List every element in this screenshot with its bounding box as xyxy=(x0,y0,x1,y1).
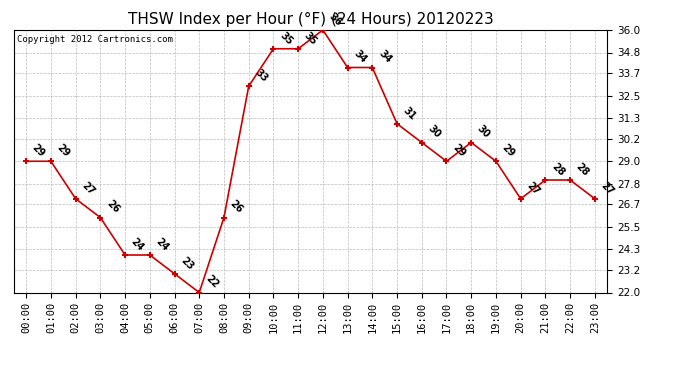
Text: 28: 28 xyxy=(574,161,591,178)
Text: 28: 28 xyxy=(549,161,566,178)
Text: 35: 35 xyxy=(277,30,294,46)
Text: 31: 31 xyxy=(401,105,418,122)
Text: 34: 34 xyxy=(377,49,393,65)
Text: 35: 35 xyxy=(302,30,319,46)
Text: 27: 27 xyxy=(525,180,542,196)
Text: Copyright 2012 Cartronics.com: Copyright 2012 Cartronics.com xyxy=(17,35,172,44)
Text: 30: 30 xyxy=(426,124,442,140)
Text: 36: 36 xyxy=(327,11,344,28)
Text: 30: 30 xyxy=(475,124,492,140)
Text: 27: 27 xyxy=(80,180,97,196)
Text: 27: 27 xyxy=(599,180,615,196)
Text: 24: 24 xyxy=(154,236,170,253)
Text: 23: 23 xyxy=(179,255,195,272)
Text: 26: 26 xyxy=(104,199,121,215)
Text: 22: 22 xyxy=(204,274,220,290)
Text: 29: 29 xyxy=(451,142,467,159)
Text: 26: 26 xyxy=(228,199,245,215)
Title: THSW Index per Hour (°F) (24 Hours) 20120223: THSW Index per Hour (°F) (24 Hours) 2012… xyxy=(128,12,493,27)
Text: 24: 24 xyxy=(129,236,146,253)
Text: 29: 29 xyxy=(500,142,517,159)
Text: 34: 34 xyxy=(352,49,368,65)
Text: 29: 29 xyxy=(30,142,47,159)
Text: 29: 29 xyxy=(55,142,72,159)
Text: 33: 33 xyxy=(253,68,270,84)
